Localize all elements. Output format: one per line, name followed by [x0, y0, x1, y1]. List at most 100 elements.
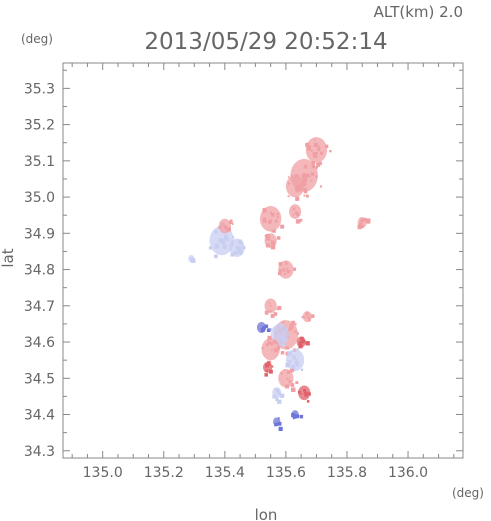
y-tick-label: 34.7 — [24, 299, 55, 315]
region-core — [288, 204, 302, 219]
speckle — [278, 426, 283, 432]
speckle — [308, 175, 311, 178]
y-tick-label: 35.2 — [24, 118, 55, 134]
speckle — [221, 240, 226, 245]
speckle — [310, 172, 315, 176]
speckle — [214, 254, 218, 259]
speckle — [297, 390, 301, 394]
x-tick-label: 135.6 — [266, 465, 306, 481]
speckle — [287, 182, 290, 185]
data-region-3 — [259, 206, 285, 239]
speckle — [296, 348, 299, 351]
speckle — [275, 397, 279, 402]
speckle — [315, 166, 318, 169]
speckle — [262, 328, 266, 332]
speckle — [285, 384, 290, 389]
speckle — [291, 364, 295, 369]
data-region-21 — [291, 410, 304, 420]
speckle — [273, 230, 276, 233]
speckle — [286, 270, 289, 272]
data-region-9 — [218, 218, 234, 234]
speckle — [262, 325, 266, 330]
data-layer — [188, 137, 371, 432]
speckle — [216, 243, 219, 246]
speckle — [282, 268, 286, 272]
speckle — [303, 316, 306, 319]
speckle — [285, 327, 288, 330]
speckle — [267, 361, 270, 365]
speckle — [360, 224, 364, 228]
speckle — [295, 414, 300, 419]
x-unit-label: (deg) — [452, 486, 484, 500]
speckle — [280, 323, 284, 327]
speckle — [295, 363, 299, 367]
speckle — [270, 313, 275, 318]
speckle — [301, 316, 304, 319]
speckle — [303, 388, 307, 392]
speckle — [306, 145, 312, 150]
speckle — [300, 368, 304, 371]
speckle — [271, 349, 273, 352]
speckle — [292, 355, 296, 359]
speckle — [271, 365, 274, 368]
tick-layer: 135.0 135.2 135.4 135.6 135.8 136.0 34.3 34.4 34… — [24, 63, 463, 481]
speckle — [224, 236, 229, 241]
speckle — [286, 378, 289, 381]
speckle — [315, 175, 318, 178]
y-unit-label: (deg) — [21, 32, 53, 46]
speckle — [277, 391, 281, 395]
data-region-17 — [297, 385, 311, 403]
data-region-25 — [263, 361, 274, 377]
speckle — [293, 357, 297, 360]
speckle — [329, 149, 332, 153]
speckle — [269, 304, 272, 307]
speckle — [305, 173, 310, 178]
speckle — [296, 332, 300, 335]
speckle — [278, 333, 281, 336]
speckle — [282, 320, 285, 324]
speckle — [224, 224, 227, 227]
data-region-22 — [273, 417, 283, 432]
speckle — [273, 340, 277, 344]
speckle — [300, 336, 304, 341]
speckle — [294, 212, 297, 215]
speckle — [280, 372, 283, 375]
speckle — [287, 176, 290, 178]
speckle — [275, 338, 278, 341]
chart-title: 2013/05/29 20:52:14 — [144, 29, 387, 55]
speckle — [231, 240, 234, 244]
speckle — [232, 223, 234, 225]
speckle — [275, 388, 280, 393]
speckle — [276, 346, 281, 350]
speckle — [224, 226, 228, 230]
speckle — [302, 177, 308, 183]
speckle — [292, 267, 297, 271]
speckle — [265, 369, 268, 372]
speckle — [324, 144, 329, 149]
speckle — [264, 310, 269, 315]
speckle — [276, 216, 280, 219]
speckle — [305, 341, 310, 346]
data-region-8 — [229, 238, 246, 257]
speckle — [288, 380, 292, 383]
speckle — [270, 212, 275, 217]
speckle — [291, 320, 296, 325]
speckle — [296, 212, 300, 217]
data-region-0 — [305, 137, 332, 165]
speckle — [311, 160, 316, 165]
speckle — [363, 217, 367, 222]
speckle — [304, 187, 307, 191]
speckle — [276, 236, 281, 240]
speckle — [224, 234, 228, 239]
speckle — [292, 207, 296, 211]
speckle — [360, 218, 365, 223]
speckle — [214, 244, 219, 249]
speckle — [235, 246, 239, 250]
speckle — [223, 225, 227, 229]
speckle — [287, 195, 290, 198]
speckle — [285, 328, 288, 331]
speckle — [218, 226, 222, 229]
speckle — [302, 339, 306, 343]
speckle — [295, 358, 298, 362]
